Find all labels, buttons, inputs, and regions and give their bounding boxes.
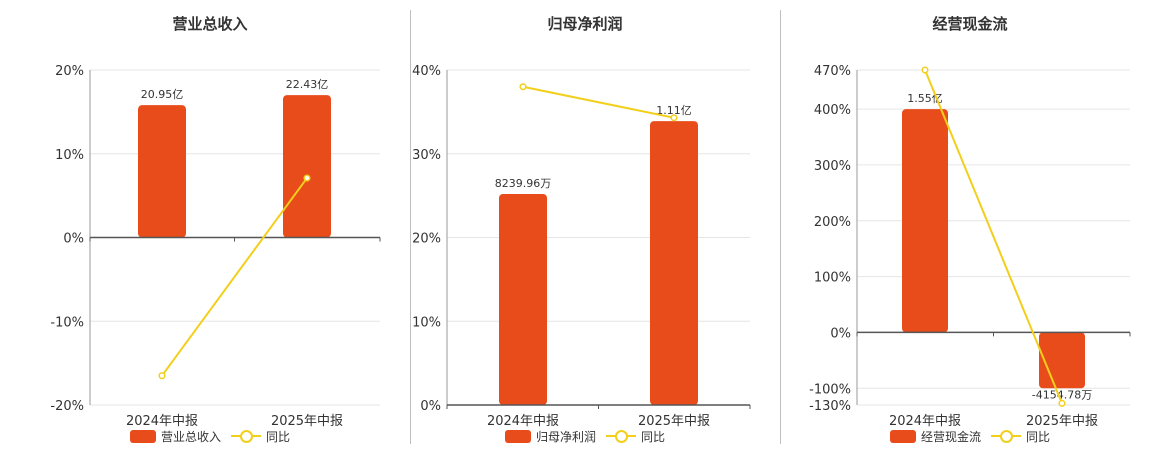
yoy-point[interactable] <box>303 174 311 182</box>
x-category-label: 2025年中报 <box>271 414 343 429</box>
bar-data-label: 20.95亿 <box>141 88 184 101</box>
yoy-line <box>924 69 1063 404</box>
legend: 归母净利润 同比 <box>390 427 780 445</box>
x-category-label: 2025年中报 <box>1026 414 1098 429</box>
legend-item-bar[interactable]: 归母净利润 <box>504 428 596 445</box>
legend-bar-swatch <box>504 429 531 443</box>
legend-item-bar[interactable]: 营业总收入 <box>129 428 221 445</box>
chart-panel-net-profit: 归母净利润 40% 30% 20% 10% 0% 8239.96万 1.11亿 2024年中报… <box>390 0 780 450</box>
y-tick-label: 10% <box>55 148 84 163</box>
legend-bar-label: 归母净利润 <box>535 429 596 444</box>
bar-data-label: 8239.96万 <box>495 177 552 190</box>
y-tick-label: 0% <box>830 326 851 341</box>
bar[interactable] <box>650 121 698 406</box>
chart-revenue: 20% 10% 0% -10% -20% 20.95亿 22.43亿 2024年中报 2025年… <box>50 64 381 429</box>
legend-item-line[interactable]: 同比 <box>606 428 665 445</box>
y-tick-label: 400% <box>814 103 851 118</box>
legend: 营业总收入 同比 <box>10 427 410 445</box>
bar-data-label: 22.43亿 <box>286 78 329 91</box>
x-category-label: 2024年中报 <box>126 414 198 429</box>
legend-line-swatch <box>231 429 261 443</box>
yoy-line <box>522 85 675 119</box>
bar-data-label: 1.55亿 <box>907 92 943 105</box>
chart-cash-flow: 470% 400% 300% 200% 100% 0% -100% -130% 1.55亿 -41… <box>809 64 1131 429</box>
y-tick-label: -20% <box>50 399 84 414</box>
yoy-point[interactable] <box>670 114 678 122</box>
chart-title: 营业总收入 <box>172 15 248 33</box>
legend-bar-label: 经营现金流 <box>920 429 981 444</box>
x-category-label: 2024年中报 <box>487 414 559 429</box>
x-category-label: 2024年中报 <box>889 414 961 429</box>
yoy-point[interactable] <box>519 83 527 91</box>
bar[interactable] <box>902 109 948 333</box>
chart-title: 归母净利润 <box>547 15 623 33</box>
legend-bar-swatch <box>889 429 916 443</box>
legend-line-label: 同比 <box>1026 429 1051 444</box>
bar[interactable] <box>283 95 331 238</box>
chart-panel-revenue: 营业总收入 20% 10% 0% -10% -20% 20.95亿 22.43亿 2024年中… <box>0 0 410 450</box>
legend-item-line[interactable]: 同比 <box>991 428 1050 445</box>
y-tick-label: 300% <box>814 159 851 174</box>
legend-bar-label: 营业总收入 <box>160 429 221 444</box>
y-tick-label: 20% <box>412 232 441 247</box>
y-tick-label: 0% <box>420 399 441 414</box>
yoy-point[interactable] <box>1058 399 1066 407</box>
x-category-label: 2025年中报 <box>638 414 710 429</box>
y-tick-label: 0% <box>63 232 84 247</box>
legend-line-label: 同比 <box>266 429 291 444</box>
y-tick-label: -10% <box>50 315 84 330</box>
bar[interactable] <box>1039 332 1085 389</box>
bar-data-label: -4154.78万 <box>1032 388 1092 401</box>
y-tick-label: 30% <box>412 148 441 163</box>
y-tick-label: 100% <box>814 271 851 286</box>
legend: 经营现金流 同比 <box>780 427 1160 445</box>
panel-divider <box>780 10 781 444</box>
yoy-point[interactable] <box>158 372 166 380</box>
panel-divider <box>410 10 411 444</box>
y-tick-label: 20% <box>55 64 84 79</box>
chart-net-profit: 40% 30% 20% 10% 0% 8239.96万 1.11亿 2024年中报 2025年中… <box>412 64 751 429</box>
y-tick-label: 10% <box>412 315 441 330</box>
y-tick-label: -130% <box>809 399 851 414</box>
yoy-line <box>161 177 308 377</box>
y-tick-label: -100% <box>809 382 851 397</box>
bar[interactable] <box>138 105 186 238</box>
chart-panel-cash-flow: 经营现金流 470% 400% 300% 200% 100% 0% -100% -130% 1.… <box>780 0 1160 450</box>
bar[interactable] <box>499 193 547 405</box>
legend-item-line[interactable]: 同比 <box>231 428 290 445</box>
y-tick-label: 470% <box>814 64 851 79</box>
chart-title: 经营现金流 <box>932 15 1008 33</box>
legend-line-label: 同比 <box>641 429 666 444</box>
y-tick-label: 40% <box>412 64 441 79</box>
legend-bar-swatch <box>129 429 156 443</box>
legend-line-swatch <box>606 429 636 443</box>
bar-data-label: 1.11亿 <box>656 104 692 117</box>
y-tick-label: 200% <box>814 215 851 230</box>
legend-line-swatch <box>991 429 1021 443</box>
legend-item-bar[interactable]: 经营现金流 <box>889 428 981 445</box>
yoy-point[interactable] <box>921 66 929 74</box>
